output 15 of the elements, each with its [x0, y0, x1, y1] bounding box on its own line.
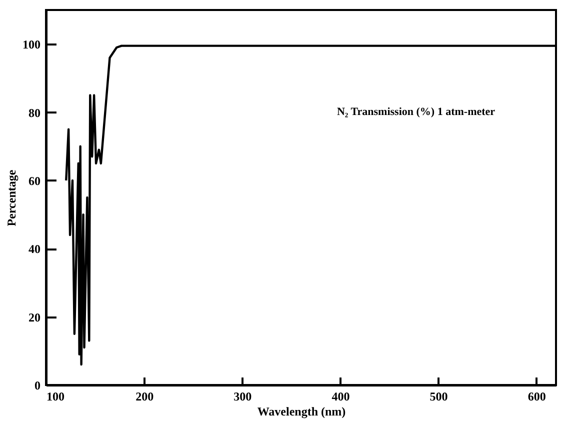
y-tick-label: 0: [34, 378, 40, 392]
x-tick-label: 500: [430, 390, 448, 404]
x-tick-label: 400: [332, 390, 350, 404]
annotation: N₂ Transmission (%) 1 atm-meter: [336, 106, 496, 118]
x-tick-label: 600: [528, 390, 546, 404]
y-tick-label: 60: [28, 174, 40, 188]
y-tick-label: 100: [22, 38, 40, 52]
y-tick-label: 80: [28, 106, 40, 120]
y-tick-label: 40: [28, 242, 40, 256]
x-axis-title: Wavelength (nm): [257, 404, 346, 418]
x-tick-label: 200: [136, 390, 154, 404]
x-tick-label: 300: [234, 390, 252, 404]
y-axis-title: Percentage: [4, 169, 18, 226]
y-tick-label: 20: [28, 310, 40, 324]
x-tick-label: 100: [46, 390, 64, 404]
